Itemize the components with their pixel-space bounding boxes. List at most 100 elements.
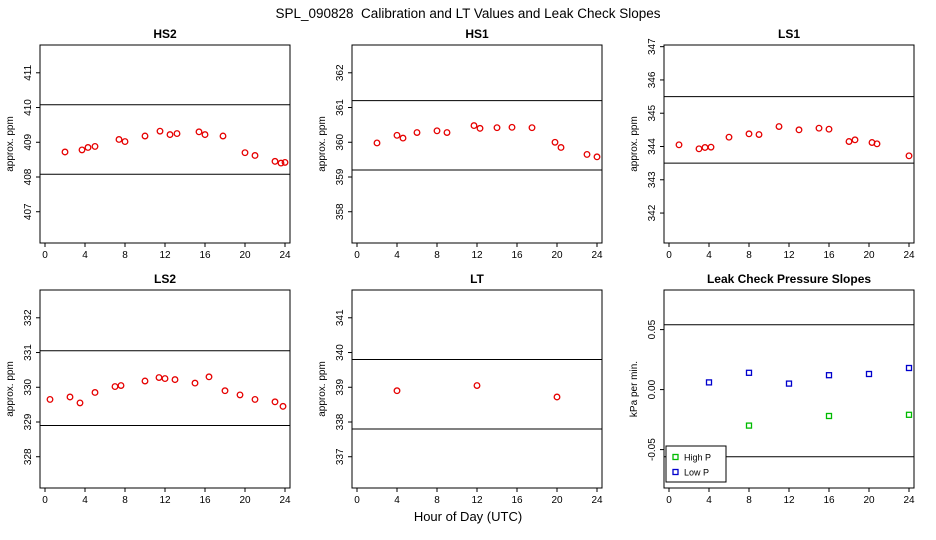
- x-tick-label: 20: [551, 250, 563, 261]
- data-point: [845, 138, 853, 145]
- data-point: [195, 128, 203, 136]
- x-tick-label: 16: [199, 495, 211, 506]
- legend-marker: [672, 468, 679, 476]
- data-point: [470, 122, 478, 130]
- y-tick-label: 340: [335, 344, 346, 361]
- chart-lt: LT 0 4 8 12 16 20 24 337 338 339 340 341 approx. ppm: [317, 272, 603, 506]
- x-tick-label: 16: [199, 250, 211, 261]
- data-point: [111, 383, 119, 391]
- y-tick-label: 407: [23, 203, 34, 220]
- x-tick-label: 8: [746, 495, 752, 506]
- y-tick-label: 332: [23, 309, 34, 326]
- y-tick-label: 331: [23, 344, 34, 361]
- data-point: [905, 411, 913, 418]
- data-point: [873, 140, 881, 148]
- data-point: [705, 379, 713, 386]
- data-point: [815, 124, 823, 132]
- data-point: [851, 136, 859, 144]
- x-tick-label: 20: [239, 495, 251, 506]
- data-point: [277, 159, 285, 167]
- x-tick-label: 4: [394, 495, 400, 506]
- x-tick-label: 4: [394, 250, 400, 261]
- data-point: [251, 395, 259, 403]
- y-tick-label: 344: [647, 138, 658, 155]
- x-tick-label: 4: [706, 250, 712, 261]
- data-point: [695, 145, 703, 153]
- x-tick-label: 20: [863, 250, 875, 261]
- x-tick-label: 12: [783, 495, 795, 506]
- y-tick-label: 359: [335, 168, 346, 185]
- data-point: [443, 129, 451, 136]
- data-point: [221, 387, 229, 395]
- data-point: [825, 412, 833, 420]
- x-tick-label: 12: [783, 250, 795, 261]
- y-tick-label: 362: [335, 64, 346, 81]
- y-axis-label: approx. ppm: [5, 361, 16, 417]
- x-tick-label: 4: [82, 495, 88, 506]
- x-tick-label: 20: [863, 495, 875, 506]
- y-tick-label: 358: [335, 203, 346, 220]
- chart-hs1: HS1 0 4 8 12 16 20 24 358 359 360 361 362 approx. ppm: [317, 27, 603, 261]
- plot-border: [351, 289, 603, 489]
- x-tick-label: 0: [354, 250, 360, 261]
- data-point: [251, 152, 259, 159]
- data-point: [865, 370, 873, 378]
- data-point: [156, 127, 164, 135]
- x-axis-label: Hour of Day (UTC): [413, 509, 523, 524]
- x-tick-label: 0: [42, 250, 48, 261]
- data-point: [393, 131, 401, 139]
- data-point: [141, 132, 149, 140]
- x-tick-label: 16: [511, 250, 523, 261]
- y-tick-label: 337: [335, 448, 346, 465]
- x-tick-label: 24: [279, 250, 291, 261]
- data-point: [675, 141, 683, 149]
- y-tick-label: 341: [335, 309, 346, 326]
- plot-border: [39, 289, 291, 489]
- x-tick-label: 0: [42, 495, 48, 506]
- data-point: [725, 133, 733, 141]
- plot-border: [663, 44, 915, 244]
- y-tick-label: 347: [647, 38, 658, 55]
- data-point: [508, 123, 516, 131]
- legend-label: High P: [684, 453, 711, 463]
- panel-title: LS2: [154, 272, 176, 286]
- figure-title: SPL_090828 Calibration and LT Values and…: [275, 6, 661, 21]
- x-tick-label: 24: [903, 250, 915, 261]
- data-point: [271, 398, 279, 406]
- data-point: [191, 379, 199, 387]
- data-point: [825, 372, 833, 379]
- data-point: [161, 375, 169, 383]
- data-point: [271, 157, 279, 165]
- data-point: [61, 148, 69, 156]
- data-point: [205, 373, 213, 381]
- y-tick-label: 411: [23, 64, 34, 80]
- data-point: [785, 380, 793, 387]
- legend-box: [665, 445, 727, 483]
- y-tick-label: 342: [647, 204, 658, 221]
- y-tick-label: 408: [23, 168, 34, 185]
- data-point: [493, 124, 501, 132]
- data-point: [593, 153, 601, 161]
- y-tick-label: 360: [335, 133, 346, 150]
- y-tick-label: 329: [23, 413, 34, 430]
- x-tick-label: 12: [471, 495, 483, 506]
- chart-ls2: LS2 0 4 8 12 16 20 24 328 329 330 331 332 approx. ppm: [5, 272, 291, 506]
- panel-title: HS2: [153, 27, 177, 41]
- data-point: [393, 387, 401, 395]
- data-point: [279, 402, 287, 410]
- data-point: [166, 131, 174, 139]
- data-point: [91, 142, 99, 150]
- y-tick-label: 328: [23, 448, 34, 465]
- data-point: [66, 393, 74, 401]
- y-tick-label: 0.00: [647, 379, 658, 399]
- y-tick-label: 330: [23, 378, 34, 395]
- y-axis-label: approx. ppm: [5, 116, 16, 172]
- x-tick-label: 0: [666, 250, 672, 261]
- x-tick-label: 8: [434, 250, 440, 261]
- x-tick-label: 12: [471, 250, 483, 261]
- data-point: [707, 143, 715, 151]
- data-point: [171, 376, 179, 384]
- y-axis-label: kPa per min.: [629, 361, 640, 417]
- data-point: [155, 374, 163, 381]
